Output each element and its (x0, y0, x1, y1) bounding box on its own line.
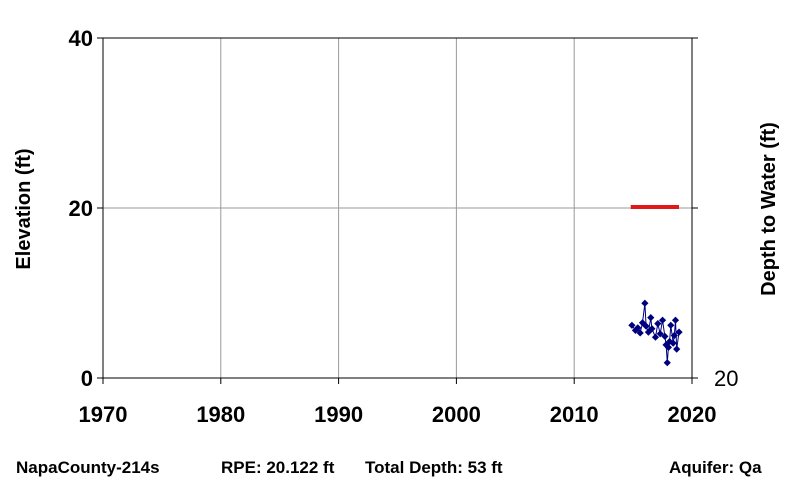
y2-tick-labels: 20 (714, 366, 738, 391)
data-point (648, 325, 656, 333)
rpe-label: RPE: 20.122 ft (221, 458, 335, 477)
y-tick-label: 40 (69, 26, 93, 51)
y-axis-title: Elevation (ft) (13, 148, 35, 269)
y-tick-labels: 0 20 40 (69, 26, 93, 391)
x-tick-label: 2020 (668, 402, 717, 427)
x-tick-label: 2000 (432, 402, 481, 427)
data-point (673, 345, 681, 353)
data-point (634, 324, 642, 332)
data-point (666, 337, 674, 346)
y-tick-label: 0 (81, 366, 93, 391)
axis-ticks (97, 37, 698, 384)
data-point (664, 343, 673, 351)
data-point (647, 314, 655, 322)
data-point (671, 316, 680, 324)
x-tick-label: 2010 (550, 402, 599, 427)
y-tick-label: 20 (69, 196, 93, 221)
data-point (628, 321, 636, 329)
hydrograph-chart: 1970 1980 1990 2000 2010 2020 0 20 40 20 Elevat… (13, 26, 780, 427)
total-depth-label: Total Depth: 53 ft (365, 458, 503, 477)
x-tick-labels: 1970 1980 1990 2000 2010 2020 (79, 402, 717, 427)
aquifer-label: Aquifer: Qa (669, 458, 762, 477)
x-tick-label: 1990 (314, 402, 363, 427)
data-point (661, 332, 669, 340)
x-tick-label: 1980 (196, 402, 245, 427)
data-point (651, 333, 660, 341)
data-point (663, 359, 671, 367)
data-point (670, 331, 678, 340)
well-id-label: NapaCounty-214s (16, 458, 160, 477)
data-point (644, 328, 653, 336)
series-layer (628, 299, 683, 367)
data-point (675, 328, 683, 336)
data-point (658, 316, 667, 324)
data-point (642, 322, 650, 330)
data-point (669, 339, 677, 347)
data-point (667, 321, 675, 329)
data-point (662, 341, 670, 349)
data-point (654, 320, 662, 328)
data-point (638, 319, 647, 327)
data-point (641, 299, 649, 307)
y2-tick-label: 20 (714, 366, 738, 391)
data-point (636, 329, 644, 337)
grid-lines (103, 38, 692, 378)
x-tick-label: 1970 (79, 402, 128, 427)
data-point (656, 330, 664, 338)
data-point (631, 326, 640, 334)
y2-axis-title: Depth to Water (ft) (758, 122, 780, 296)
